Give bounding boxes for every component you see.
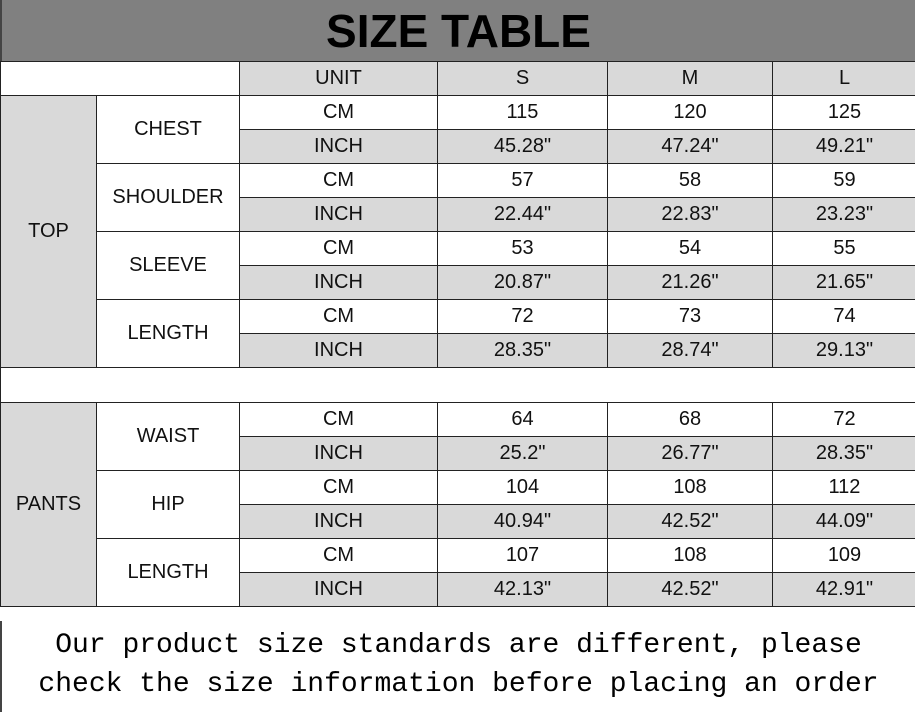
table-row: LENGTH CM 107 108 109 [1, 538, 915, 607]
value-cell: 49.21" [772, 129, 915, 164]
unit-cell: INCH [239, 129, 438, 164]
table-row: INCH 40.94" 42.52" 44.09" [1, 504, 915, 539]
value-cell: 74 [772, 299, 915, 334]
unit-cell: CM [239, 402, 438, 437]
value-cell: 42.52" [607, 572, 773, 607]
spacer-row [0, 367, 915, 403]
value-cell: 57 [437, 163, 608, 198]
value-cell: 42.52" [607, 504, 773, 539]
notice-line-1: Our product size standards are different… [55, 630, 862, 661]
table-row: INCH 20.87" 21.26" 21.65" [1, 265, 915, 300]
table-row: INCH 28.35" 28.74" 29.13" [1, 333, 915, 368]
value-cell: 28.74" [607, 333, 773, 368]
unit-cell: CM [239, 231, 438, 266]
value-cell: 72 [437, 299, 608, 334]
value-cell: 45.28" [437, 129, 608, 164]
value-cell: 73 [607, 299, 773, 334]
value-cell: 26.77" [607, 436, 773, 471]
value-cell: 68 [607, 402, 773, 437]
section-label: PANTS [0, 402, 97, 607]
value-cell: 108 [607, 538, 773, 573]
unit-cell: INCH [239, 333, 438, 368]
measure-label: WAIST [96, 402, 240, 471]
header-row: UNIT S M L [0, 61, 915, 96]
value-cell: 47.24" [607, 129, 773, 164]
section-label: TOP [0, 95, 97, 368]
value-cell: 22.44" [437, 197, 608, 232]
value-cell: 115 [437, 95, 608, 130]
table-row: INCH 42.13" 42.52" 42.91" [1, 572, 915, 607]
table-row: LENGTH CM 72 73 74 [1, 299, 915, 368]
value-cell: 44.09" [772, 504, 915, 539]
value-cell: 23.23" [772, 197, 915, 232]
header-unit: UNIT [239, 61, 438, 96]
table-row: PANTS WAIST CM 64 68 72 [0, 402, 915, 607]
header-blank-cell [0, 61, 240, 96]
table-row: INCH 22.44" 22.83" 23.23" [1, 197, 915, 232]
unit-cell: CM [239, 299, 438, 334]
value-cell: 40.94" [437, 504, 608, 539]
value-cell: 21.26" [607, 265, 773, 300]
unit-cell: INCH [239, 436, 438, 471]
measure-label: HIP [96, 470, 240, 539]
value-cell: 20.87" [437, 265, 608, 300]
measure-label: LENGTH [96, 299, 240, 368]
unit-cell: INCH [239, 504, 438, 539]
value-cell: 112 [772, 470, 915, 505]
value-cell: 109 [772, 538, 915, 573]
value-cell: 107 [437, 538, 608, 573]
value-cell: 28.35" [772, 436, 915, 471]
value-cell: 22.83" [607, 197, 773, 232]
notice-line-2: check the size information before placin… [38, 669, 879, 700]
value-cell: 72 [772, 402, 915, 437]
unit-cell: CM [239, 538, 438, 573]
table-row: HIP CM 104 108 112 [1, 470, 915, 539]
value-cell: 120 [607, 95, 773, 130]
unit-cell: INCH [239, 572, 438, 607]
value-cell: 64 [437, 402, 608, 437]
value-cell: 21.65" [772, 265, 915, 300]
table-row: SLEEVE CM 53 54 55 [1, 231, 915, 300]
unit-cell: CM [239, 470, 438, 505]
value-cell: 28.35" [437, 333, 608, 368]
value-cell: 59 [772, 163, 915, 198]
unit-cell: INCH [239, 265, 438, 300]
value-cell: 42.13" [437, 572, 608, 607]
value-cell: 58 [607, 163, 773, 198]
header-size-m: M [607, 61, 773, 96]
measure-label: CHEST [96, 95, 240, 164]
size-notice: Our product size standards are different… [0, 621, 915, 712]
value-cell: 29.13" [772, 333, 915, 368]
size-table-title: SIZE TABLE [0, 0, 915, 61]
header-size-s: S [437, 61, 608, 96]
measure-label: SLEEVE [96, 231, 240, 300]
table-row: INCH 25.2" 26.77" 28.35" [1, 436, 915, 471]
table-row: TOP CHEST CM 115 120 125 [0, 95, 915, 368]
value-cell: 104 [437, 470, 608, 505]
table-row: INCH 45.28" 47.24" 49.21" [1, 129, 915, 164]
value-cell: 25.2" [437, 436, 608, 471]
size-table: UNIT S M L TOP CHEST CM 115 120 125 INCH 45.28" 47.2… [0, 61, 915, 607]
value-cell: 42.91" [772, 572, 915, 607]
measure-label: SHOULDER [96, 163, 240, 232]
header-size-l: L [772, 61, 915, 96]
unit-cell: CM [239, 95, 438, 130]
unit-cell: INCH [239, 197, 438, 232]
spacer-cell [0, 367, 915, 403]
value-cell: 54 [607, 231, 773, 266]
value-cell: 125 [772, 95, 915, 130]
measure-label: LENGTH [96, 538, 240, 607]
value-cell: 108 [607, 470, 773, 505]
unit-cell: CM [239, 163, 438, 198]
value-cell: 53 [437, 231, 608, 266]
value-cell: 55 [772, 231, 915, 266]
table-row: SHOULDER CM 57 58 59 [1, 163, 915, 232]
